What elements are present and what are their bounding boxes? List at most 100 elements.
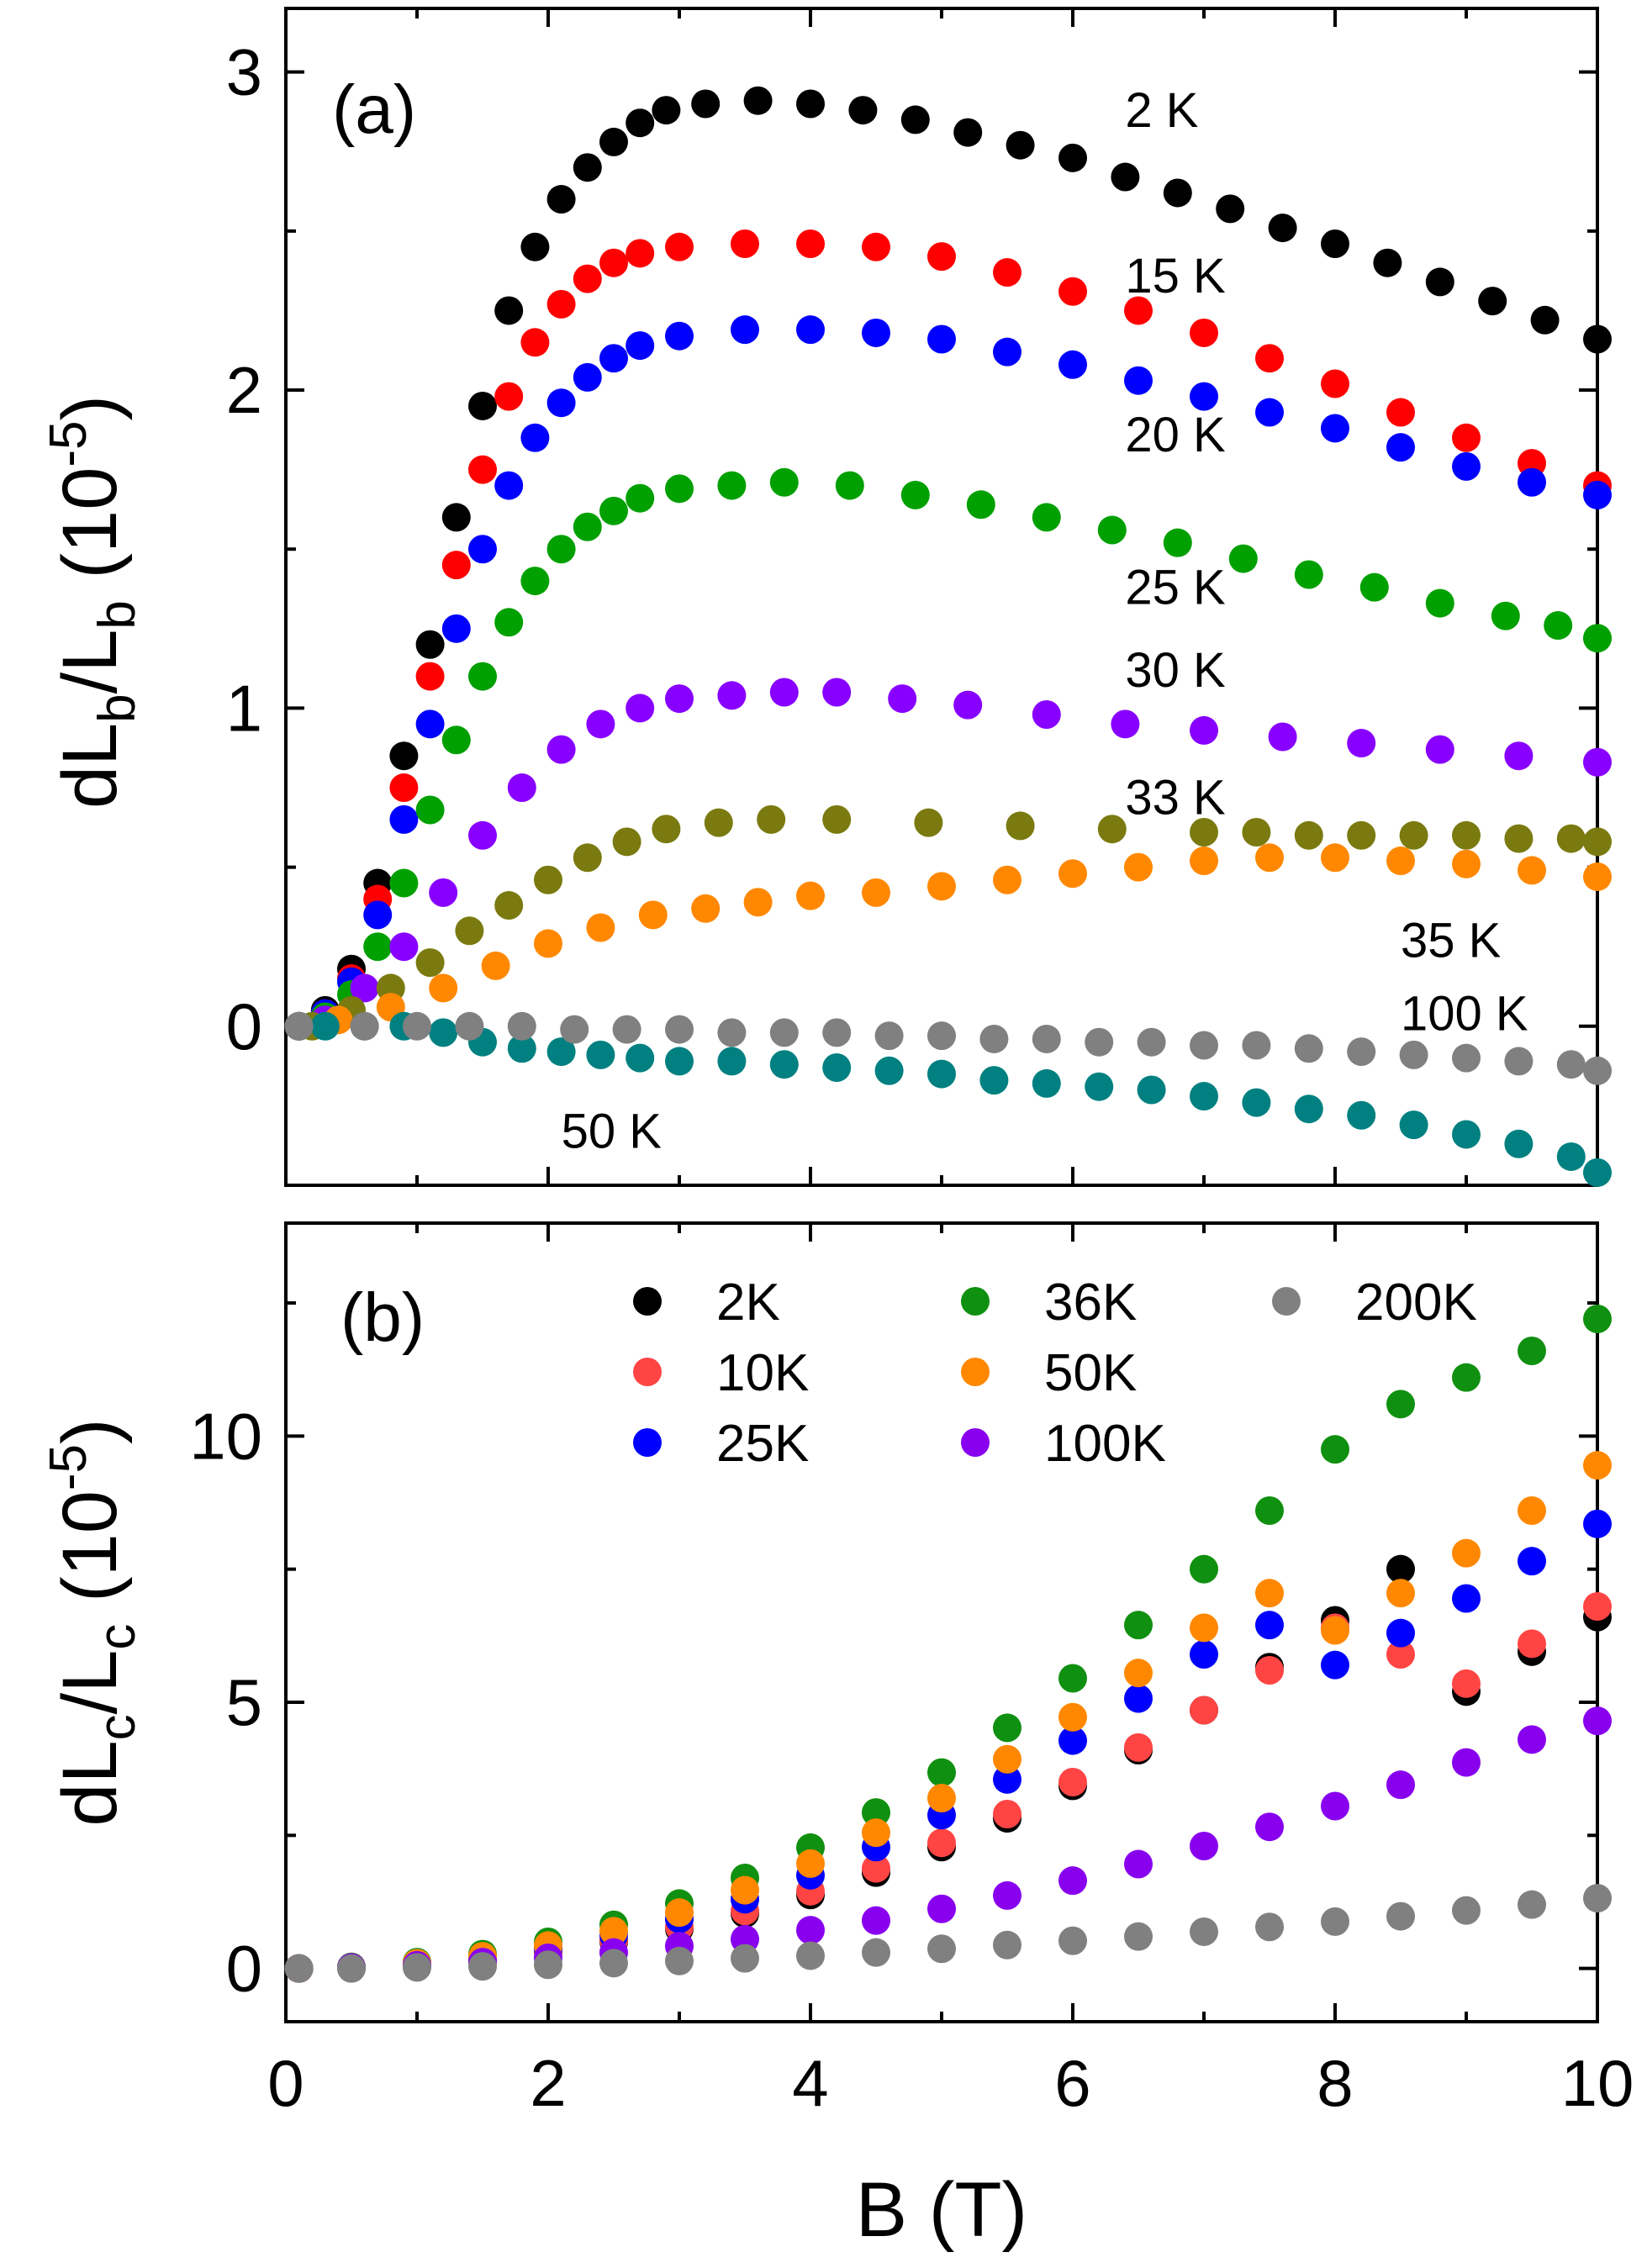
data-point	[796, 229, 825, 258]
data-point	[900, 105, 930, 134]
data-point	[1032, 700, 1061, 729]
data-point	[1190, 1082, 1218, 1111]
data-point	[626, 331, 655, 361]
data-point	[953, 118, 983, 147]
data-point	[1583, 827, 1612, 857]
data-point	[1583, 1592, 1612, 1621]
data-point	[612, 827, 641, 857]
data-point	[1111, 709, 1140, 739]
legend-marker	[961, 1287, 990, 1316]
data-point	[927, 1894, 956, 1923]
data-point	[1255, 344, 1284, 373]
data-point	[993, 337, 1021, 367]
data-point	[769, 1018, 799, 1047]
data-point	[1058, 1768, 1087, 1796]
data-point	[599, 127, 628, 156]
series-2k	[284, 86, 1612, 1041]
data-point	[1518, 1337, 1546, 1365]
series-label: 2 K	[1125, 83, 1198, 138]
data-point	[1504, 741, 1534, 771]
series-200k	[284, 1884, 1612, 1983]
data-point	[1032, 1024, 1061, 1053]
data-point	[900, 480, 930, 509]
data-point	[494, 382, 524, 411]
data-point	[573, 512, 602, 541]
data-point	[665, 321, 694, 351]
data-point	[520, 232, 550, 261]
data-point	[822, 678, 852, 707]
x-axis-tick-labels: 0 2 4 6 8 10	[267, 2046, 1634, 2120]
data-point	[626, 483, 655, 513]
data-point	[927, 1784, 956, 1812]
data-point	[455, 1011, 484, 1041]
data-point	[403, 1953, 431, 1982]
data-point	[652, 96, 681, 125]
data-point	[1294, 1094, 1323, 1124]
data-point	[1255, 1912, 1284, 1942]
data-point	[1583, 1509, 1612, 1538]
data-point	[1058, 277, 1087, 306]
data-point	[979, 1066, 1009, 1095]
data-point	[835, 471, 864, 500]
data-point	[1386, 847, 1415, 876]
data-point	[1386, 1554, 1415, 1584]
data-point	[546, 1037, 576, 1067]
data-point	[1058, 859, 1087, 889]
data-point	[862, 318, 890, 347]
data-point	[1583, 480, 1612, 509]
data-point	[848, 96, 878, 125]
data-point	[1386, 1770, 1415, 1800]
data-point	[441, 725, 471, 755]
data-point	[1399, 820, 1428, 850]
data-point	[468, 1952, 497, 1981]
data-point	[757, 804, 786, 834]
data-point	[1452, 451, 1481, 481]
data-point	[665, 1898, 694, 1928]
data-point	[415, 948, 445, 978]
data-point	[1518, 1890, 1546, 1919]
data-point	[1347, 1037, 1376, 1067]
series-15k	[284, 229, 1612, 1041]
data-point	[350, 1011, 379, 1041]
data-point	[1124, 1733, 1153, 1762]
data-point	[1478, 287, 1507, 316]
data-point	[1190, 818, 1218, 847]
data-point	[953, 690, 983, 720]
y-tick-label: 0	[226, 989, 262, 1063]
data-point	[1058, 1664, 1087, 1693]
data-point	[1452, 1120, 1481, 1149]
data-point	[481, 951, 510, 980]
data-point	[717, 471, 747, 500]
data-point	[1058, 1702, 1087, 1732]
data-point	[586, 709, 615, 739]
data-point	[626, 108, 655, 138]
data-point	[546, 185, 576, 214]
data-point	[769, 678, 799, 707]
data-point	[796, 1916, 825, 1945]
data-point	[389, 804, 419, 834]
data-point	[1124, 366, 1153, 395]
legend-label: 10K	[716, 1344, 809, 1402]
data-point	[1359, 572, 1389, 602]
series-20k	[284, 315, 1612, 1041]
data-point	[599, 248, 628, 277]
data-point	[573, 264, 602, 293]
data-point	[1268, 214, 1297, 243]
panel-b: 0 5 10 2K 10K 25K 36K 50K 100K 200K (b) dLc/Lc (…	[40, 1221, 1612, 2023]
data-point	[1124, 1684, 1153, 1713]
data-point	[1190, 847, 1218, 876]
data-point	[927, 1059, 956, 1089]
data-point	[717, 1047, 747, 1076]
data-point	[1242, 1088, 1271, 1117]
data-point	[1190, 382, 1218, 411]
data-point	[310, 1011, 340, 1041]
data-point	[1190, 1917, 1218, 1946]
data-point	[1556, 824, 1586, 853]
data-point	[1583, 1706, 1612, 1736]
data-point	[822, 1018, 852, 1047]
data-point	[534, 1950, 562, 1980]
x-tick-label: 2	[530, 2046, 566, 2120]
data-point	[1386, 1618, 1415, 1648]
data-point	[441, 503, 471, 532]
data-point	[1085, 1072, 1114, 1101]
